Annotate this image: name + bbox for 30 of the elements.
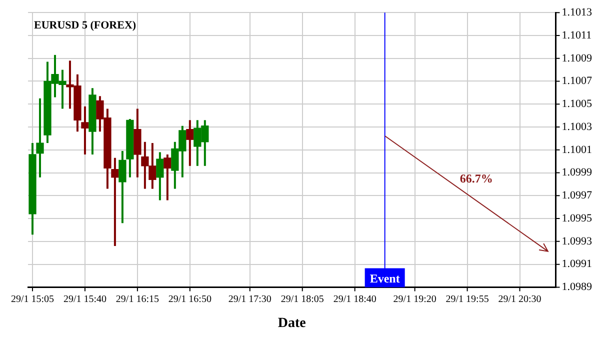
candlestick (156, 151, 164, 202)
y-tick-label: 1.0993 (562, 235, 592, 248)
x-tick-label: 29/1 16:15 (116, 294, 159, 305)
y-tick-label: 1.1001 (562, 144, 592, 156)
x-tick-label: 29/1 19:55 (446, 294, 489, 305)
y-tick-label: 1.1003 (562, 120, 592, 133)
y-tick-label: 1.0999 (562, 166, 592, 179)
x-axis-title: Date (278, 316, 306, 332)
y-tick-label: 1.1013 (562, 6, 592, 18)
candlestick (164, 153, 172, 202)
x-tick-label: 29/1 15:40 (63, 294, 107, 305)
x-tick-label: 29/1 15:05 (10, 294, 54, 305)
y-tick-label: 1.1011 (562, 29, 592, 42)
candlestick (186, 119, 194, 167)
y-tick-label: 1.0989 (562, 281, 592, 294)
x-tick-label: 29/1 17:30 (228, 294, 272, 305)
text: EURUSD 5 (FOREX) (34, 19, 136, 32)
x-tick-label: 29/1 16:50 (168, 294, 212, 305)
ref-line-label: Event (370, 271, 400, 286)
x-tick-label: 29/1 18:05 (280, 294, 324, 305)
y-tick-label: 1.1009 (562, 52, 592, 64)
y-tick-label: 1.0995 (562, 212, 592, 224)
x-tick-label: 29/1 19:20 (393, 294, 436, 305)
y-tick-label: 1.0997 (562, 190, 592, 202)
y-tick-label: 1.1005 (562, 98, 592, 110)
y-tick-label: 1.0991 (562, 258, 592, 270)
x-tick-label: 29/1 20:30 (498, 294, 542, 305)
y-tick-label: 1.1007 (562, 75, 592, 88)
annotation: 66.7% (460, 172, 493, 186)
x-tick-label: 29/1 18:40 (333, 294, 376, 305)
